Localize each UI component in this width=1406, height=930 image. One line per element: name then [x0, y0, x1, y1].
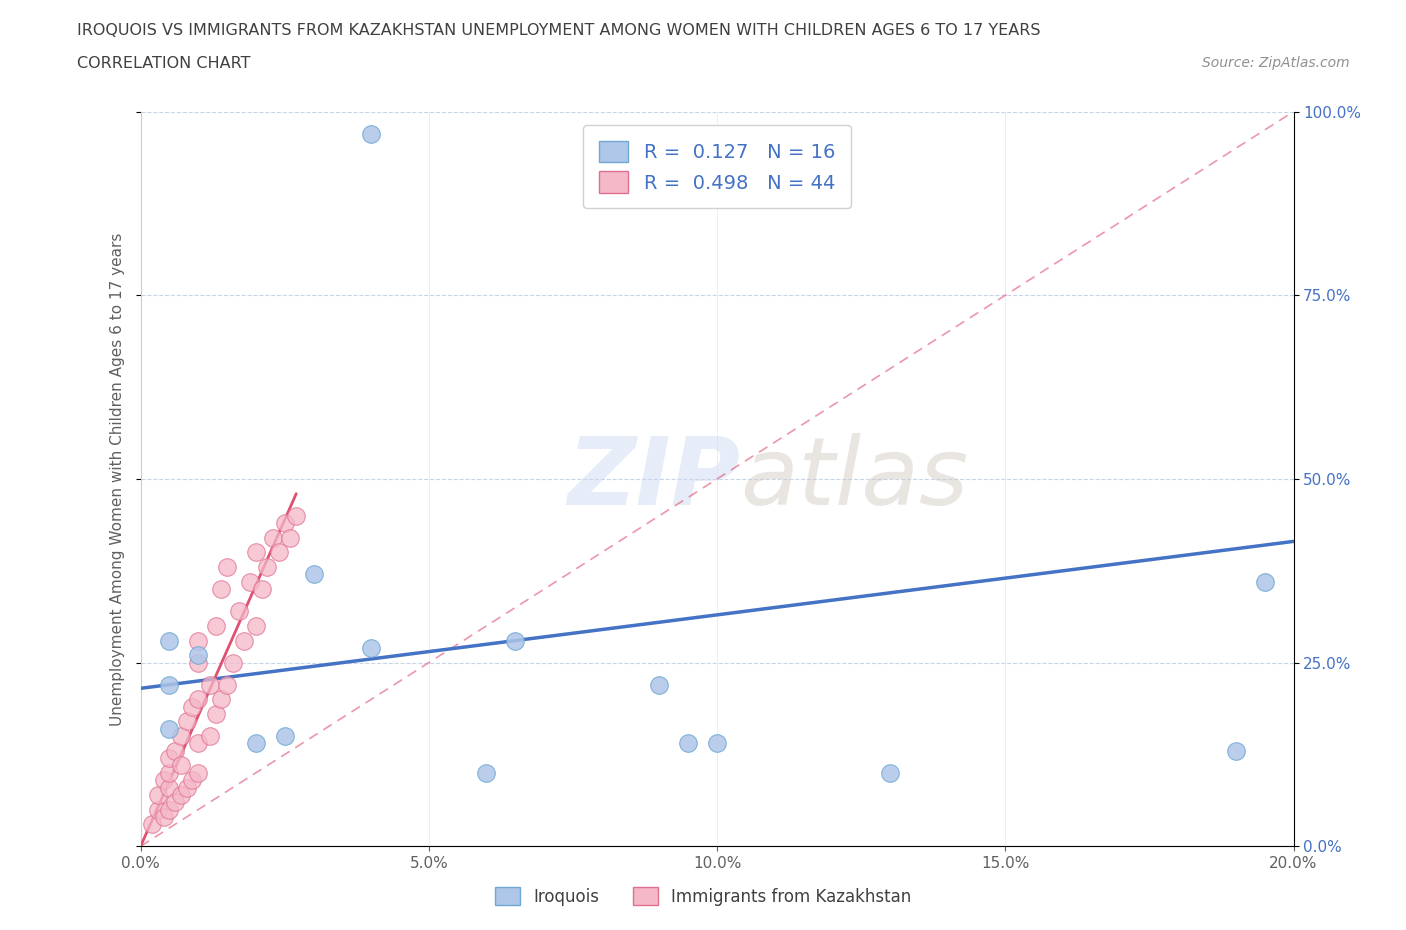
Y-axis label: Unemployment Among Women with Children Ages 6 to 17 years: Unemployment Among Women with Children A…	[110, 232, 125, 725]
Point	[256, 560, 278, 575]
Point	[204, 618, 226, 633]
Point	[181, 699, 204, 714]
Point	[159, 751, 180, 765]
Point	[159, 780, 180, 795]
Point	[181, 773, 204, 788]
Text: IROQUOIS VS IMMIGRANTS FROM KAZAKHSTAN UNEMPLOYMENT AMONG WOMEN WITH CHILDREN AG: IROQUOIS VS IMMIGRANTS FROM KAZAKHSTAN U…	[77, 23, 1040, 38]
Point	[285, 508, 308, 523]
Point	[267, 545, 290, 560]
Point	[187, 765, 209, 780]
Point	[170, 729, 193, 744]
Point	[209, 582, 232, 597]
Point	[165, 795, 187, 810]
Point	[648, 677, 671, 692]
Point	[239, 575, 262, 590]
Point	[187, 656, 209, 671]
Point	[209, 692, 232, 707]
Point	[360, 126, 382, 141]
Point	[159, 677, 180, 692]
Point	[245, 545, 267, 560]
Point	[706, 736, 728, 751]
Point	[176, 714, 198, 729]
Point	[170, 788, 193, 803]
Text: ZIP: ZIP	[567, 433, 740, 525]
Point	[159, 802, 180, 817]
Point	[245, 736, 267, 751]
Text: CORRELATION CHART: CORRELATION CHART	[77, 56, 250, 71]
Point	[159, 765, 180, 780]
Point	[250, 582, 273, 597]
Point	[159, 633, 180, 648]
Point	[678, 736, 700, 751]
Point	[503, 633, 526, 648]
Point	[245, 618, 267, 633]
Legend: Iroquois, Immigrants from Kazakhstan: Iroquois, Immigrants from Kazakhstan	[488, 881, 918, 912]
Point	[146, 788, 169, 803]
Point	[360, 641, 382, 656]
Point	[217, 677, 239, 692]
Text: atlas: atlas	[740, 433, 969, 525]
Point	[262, 530, 284, 545]
Point	[170, 758, 193, 773]
Point	[228, 604, 250, 618]
Point	[274, 515, 297, 530]
Point	[152, 809, 174, 824]
Point	[280, 530, 302, 545]
Point	[187, 648, 209, 663]
Point	[187, 633, 209, 648]
Legend: R =  0.127   N = 16, R =  0.498   N = 44: R = 0.127 N = 16, R = 0.498 N = 44	[583, 125, 851, 208]
Point	[146, 802, 169, 817]
Point	[187, 692, 209, 707]
Point	[176, 780, 198, 795]
Text: Source: ZipAtlas.com: Source: ZipAtlas.com	[1202, 56, 1350, 70]
Point	[198, 677, 221, 692]
Point	[475, 765, 498, 780]
Point	[274, 729, 297, 744]
Point	[204, 707, 226, 722]
Point	[1225, 743, 1247, 758]
Point	[217, 560, 239, 575]
Point	[165, 743, 187, 758]
Point	[233, 633, 256, 648]
Point	[187, 736, 209, 751]
Point	[879, 765, 901, 780]
Point	[152, 773, 174, 788]
Point	[222, 656, 245, 671]
Point	[302, 567, 325, 582]
Point	[198, 729, 221, 744]
Point	[1254, 575, 1277, 590]
Point	[141, 817, 163, 831]
Point	[159, 722, 180, 737]
